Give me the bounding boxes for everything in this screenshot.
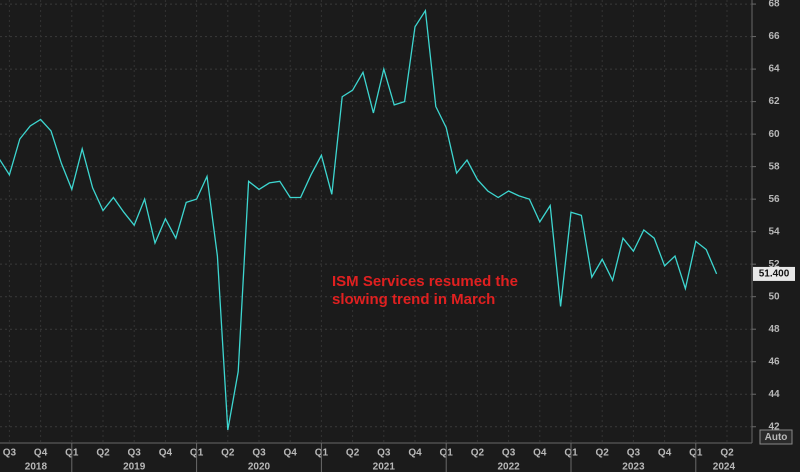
x-tick-label: Q3 [252, 448, 266, 459]
y-tick-label: 52 [768, 259, 780, 270]
x-tick-label: Q4 [533, 448, 547, 459]
x-tick-label: Q4 [284, 448, 298, 459]
y-tick-label: 62 [768, 96, 780, 107]
y-tick-label: 42 [768, 421, 780, 432]
annotation: slowing trend in March [332, 291, 495, 308]
x-tick-label: Q3 [502, 448, 516, 459]
x-tick-label: Q3 [627, 448, 641, 459]
year-label: 2018 [25, 462, 48, 472]
y-tick-label: 66 [768, 31, 780, 42]
year-label: 2022 [497, 462, 520, 472]
y-tick-label: 64 [768, 64, 780, 75]
x-tick-label: Q3 [3, 448, 17, 459]
annotation: ISM Services resumed the [332, 273, 518, 290]
x-tick-label: Q4 [658, 448, 672, 459]
year-label: 2023 [622, 462, 645, 472]
y-tick-label: 44 [768, 389, 780, 400]
y-tick-label: 60 [768, 129, 780, 140]
x-tick-label: Q2 [346, 448, 360, 459]
x-tick-label: Q2 [596, 448, 610, 459]
y-tick-label: 58 [768, 161, 780, 172]
x-tick-label: Q3 [377, 448, 391, 459]
x-tick-label: Q4 [159, 448, 173, 459]
button-label[interactable]: Auto [765, 432, 788, 443]
last-value-label: 51.400 [759, 269, 790, 280]
x-tick-label: Q3 [128, 448, 142, 459]
series-line [0, 8, 718, 431]
y-tick-label: 54 [768, 226, 780, 237]
y-tick-label: 68 [768, 0, 780, 10]
year-label: 2021 [373, 462, 396, 472]
auto-button[interactable]: Auto [759, 429, 793, 445]
y-tick-label: 46 [768, 356, 780, 367]
x-tick-label: Q4 [34, 448, 48, 459]
y-tick-label: 48 [768, 324, 780, 335]
last-value-box [753, 266, 795, 281]
year-label: 2019 [123, 462, 146, 472]
x-tick-label: Q2 [471, 448, 485, 459]
x-tick-label: Q2 [221, 448, 235, 459]
y-tick-label: 56 [768, 194, 780, 205]
y-tick-label: 50 [768, 291, 780, 302]
button-frame[interactable] [759, 429, 793, 445]
year-label: 2020 [248, 462, 271, 472]
x-tick-label: Q4 [408, 448, 422, 459]
x-tick-label: Q2 [96, 448, 110, 459]
year-label: 2024 [713, 462, 736, 472]
x-tick-label: Q2 [720, 448, 734, 459]
